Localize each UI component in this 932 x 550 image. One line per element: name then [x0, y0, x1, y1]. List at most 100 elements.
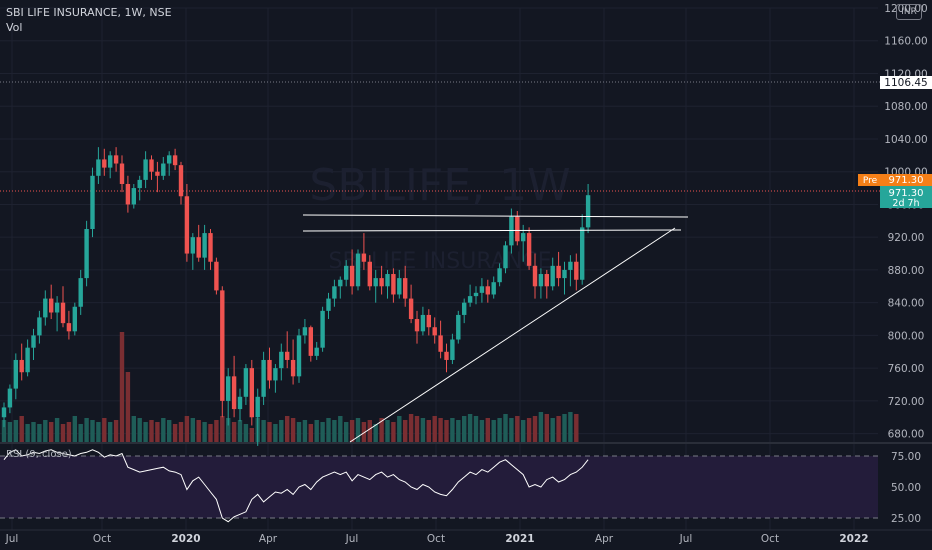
candle-body	[84, 229, 89, 279]
price-tick-label: 760.00	[888, 363, 925, 375]
volume-bar	[349, 420, 355, 442]
volume-bar	[172, 424, 178, 442]
time-tick-label: Oct	[427, 533, 445, 545]
candle-body	[391, 274, 396, 295]
candle-body	[214, 261, 219, 291]
last-price-badge	[880, 76, 932, 89]
price-tick-label: 840.00	[888, 298, 925, 310]
price-axis[interactable]: 1200.001160.001120.001080.001040.001000.…	[884, 3, 927, 441]
candle-body	[249, 368, 254, 418]
volume-bar	[296, 422, 302, 442]
candle-body	[231, 376, 237, 410]
candle-body	[314, 347, 319, 356]
current-price-badge	[880, 186, 932, 208]
candle-body	[178, 165, 184, 197]
time-axis[interactable]: Jul Oct 2020 Apr Jul Oct 2021 Apr Jul Oct 2022	[5, 533, 869, 545]
candle-body	[550, 265, 555, 287]
volume-bar	[497, 418, 502, 442]
chart-title[interactable]: SBI LIFE INSURANCE, 1W, NSE	[6, 6, 172, 19]
volume-bar	[320, 422, 325, 442]
volume-bar	[90, 420, 95, 442]
volume-bar	[108, 422, 113, 442]
ascending-trendline[interactable]	[349, 227, 676, 443]
volume-bar	[96, 422, 101, 442]
volume-bar	[355, 418, 361, 442]
candle-body	[408, 298, 414, 320]
drawings[interactable]	[302, 214, 689, 443]
volume-bar	[72, 416, 77, 442]
volume-bar	[214, 420, 219, 442]
resistance-line-upper[interactable]	[302, 214, 689, 218]
volume-bar	[367, 420, 372, 442]
candle-body	[137, 179, 142, 189]
candle-body	[25, 347, 30, 373]
time-tick-label: Apr	[259, 533, 278, 545]
volume-bar	[408, 414, 414, 442]
candle-body	[515, 216, 520, 242]
candle-body	[503, 245, 508, 269]
volume-bar	[43, 420, 48, 442]
rsi-tick-label: 75.00	[891, 451, 921, 463]
candle-body	[60, 302, 66, 324]
volume-bar	[261, 420, 266, 442]
candle-body	[161, 163, 166, 176]
volume-bar	[226, 418, 231, 442]
candle-body	[66, 323, 72, 332]
volume-bar	[125, 372, 131, 442]
volume-bar	[432, 416, 437, 442]
candle-body	[479, 286, 485, 293]
volume-bar	[479, 420, 485, 442]
candle-body	[361, 253, 367, 262]
candle-body	[450, 339, 455, 360]
volume-bar	[521, 420, 526, 442]
volume-bar	[420, 418, 426, 442]
candle-body	[220, 290, 225, 401]
candle-body	[237, 396, 243, 410]
volume-bar	[526, 418, 532, 442]
volume-bar	[314, 420, 319, 442]
volume-bar	[326, 418, 331, 442]
rsi-line	[3, 449, 589, 523]
volume-bar	[456, 420, 461, 442]
candle-body	[255, 396, 260, 418]
rsi-axis[interactable]: 75.00 50.00 25.00	[891, 451, 921, 525]
candle-body	[462, 302, 467, 315]
candle-body	[72, 306, 77, 332]
volume-bar	[509, 418, 514, 442]
candle-body	[202, 233, 207, 258]
candle-body	[326, 298, 331, 311]
volume-bar	[113, 420, 119, 442]
volume-bar	[538, 412, 544, 442]
time-tick-label: 2020	[171, 533, 200, 545]
price-tick-label: 920.00	[888, 232, 925, 244]
price-tick-label: 1160.00	[884, 36, 927, 48]
volume-bar	[444, 420, 449, 442]
volume-bar	[515, 416, 520, 442]
volume-bar	[544, 414, 549, 442]
rsi-band	[0, 456, 878, 518]
candle-body	[261, 359, 266, 397]
candle-body	[131, 188, 136, 205]
price-tick-label: 1040.00	[884, 134, 927, 146]
currency-badge[interactable]: INR	[896, 4, 922, 20]
candle-body	[279, 351, 284, 369]
rsi-label[interactable]: RSI (9, close)	[6, 449, 72, 460]
volume-bar	[438, 418, 443, 442]
volume-bar	[208, 424, 213, 442]
price-tick-label: 1200.00	[884, 3, 927, 15]
volume-bar	[1, 420, 7, 442]
volume-label[interactable]: Vol	[6, 21, 23, 34]
volume-bar	[267, 422, 272, 442]
candle-body	[509, 216, 514, 246]
candle-body	[467, 296, 473, 303]
current-price-label: 971.30	[889, 188, 924, 199]
candle-body	[108, 155, 113, 168]
volume-bar	[19, 416, 24, 442]
watermark-main: SBILIFE, 1W	[309, 160, 570, 211]
price-tick-label: 680.00	[888, 429, 925, 441]
pre-value: 971.30	[889, 175, 924, 186]
resistance-line-lower[interactable]	[302, 229, 682, 232]
volume-bar	[302, 420, 308, 442]
candle-body	[420, 314, 426, 332]
